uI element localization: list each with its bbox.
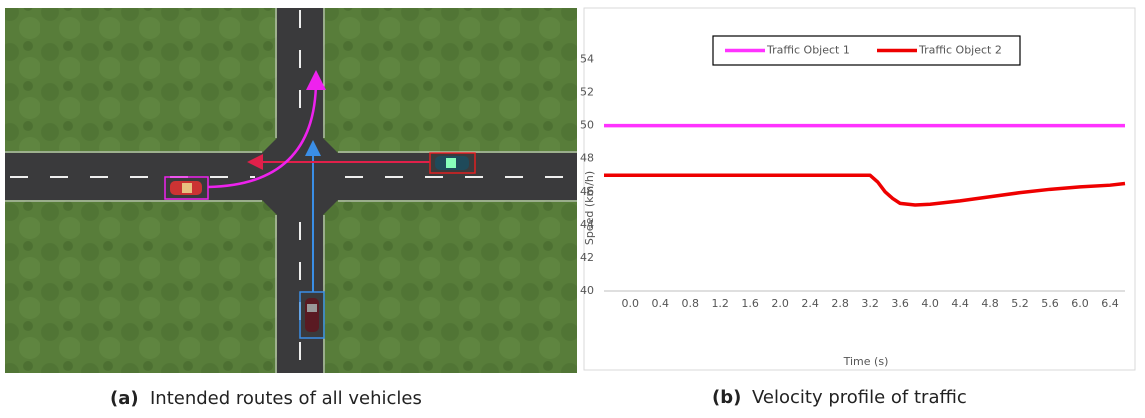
x-tick-label: 1.6 <box>741 297 759 310</box>
x-tick-label: 3.2 <box>861 297 879 310</box>
y-tick-label: 46 <box>580 185 594 198</box>
y-tick-label: 50 <box>580 119 594 132</box>
caption-text: Velocity profile of traffic <box>752 387 967 408</box>
x-tick-label: 5.2 <box>1011 297 1029 310</box>
x-tick-label: 2.8 <box>831 297 849 310</box>
figure: Speed (km/h) Time (s) (a) Intended route… <box>0 0 1145 418</box>
y-tick-label: 52 <box>580 86 594 99</box>
x-axis-label: Time (s) <box>843 355 889 368</box>
y-tick-label: 42 <box>580 251 594 264</box>
x-tick-label: 4.4 <box>951 297 969 310</box>
y-axis-label: Speed (km/h) <box>583 171 596 245</box>
x-tick-label: 0.0 <box>621 297 639 310</box>
x-tick-label: 3.6 <box>891 297 909 310</box>
x-tick-label: 0.8 <box>681 297 699 310</box>
x-tick-label: 6.0 <box>1071 297 1089 310</box>
caption-label: (a) <box>110 388 139 409</box>
x-tick-label: 5.6 <box>1041 297 1059 310</box>
y-tick-label: 48 <box>580 152 594 165</box>
x-tick-label: 0.4 <box>651 297 669 310</box>
x-tick-label: 2.4 <box>801 297 819 310</box>
x-tick-label: 2.0 <box>771 297 789 310</box>
y-tick-label: 40 <box>580 284 594 297</box>
intersection-scene <box>5 8 577 373</box>
y-tick-label: 54 <box>580 53 594 66</box>
x-tick-label: 4.8 <box>981 297 999 310</box>
x-tick-label: 6.4 <box>1101 297 1119 310</box>
legend-label: Traffic Object 1 <box>766 44 850 57</box>
figure-canvas: Speed (km/h) Time (s) (a) Intended route… <box>0 0 1145 418</box>
x-tick-label: 4.0 <box>921 297 939 310</box>
caption-label: (b) <box>712 387 741 408</box>
y-tick-label: 44 <box>580 218 594 231</box>
x-tick-label: 1.2 <box>711 297 729 310</box>
legend-label: Traffic Object 2 <box>918 44 1002 57</box>
caption-text: Intended routes of all vehicles <box>150 388 422 409</box>
